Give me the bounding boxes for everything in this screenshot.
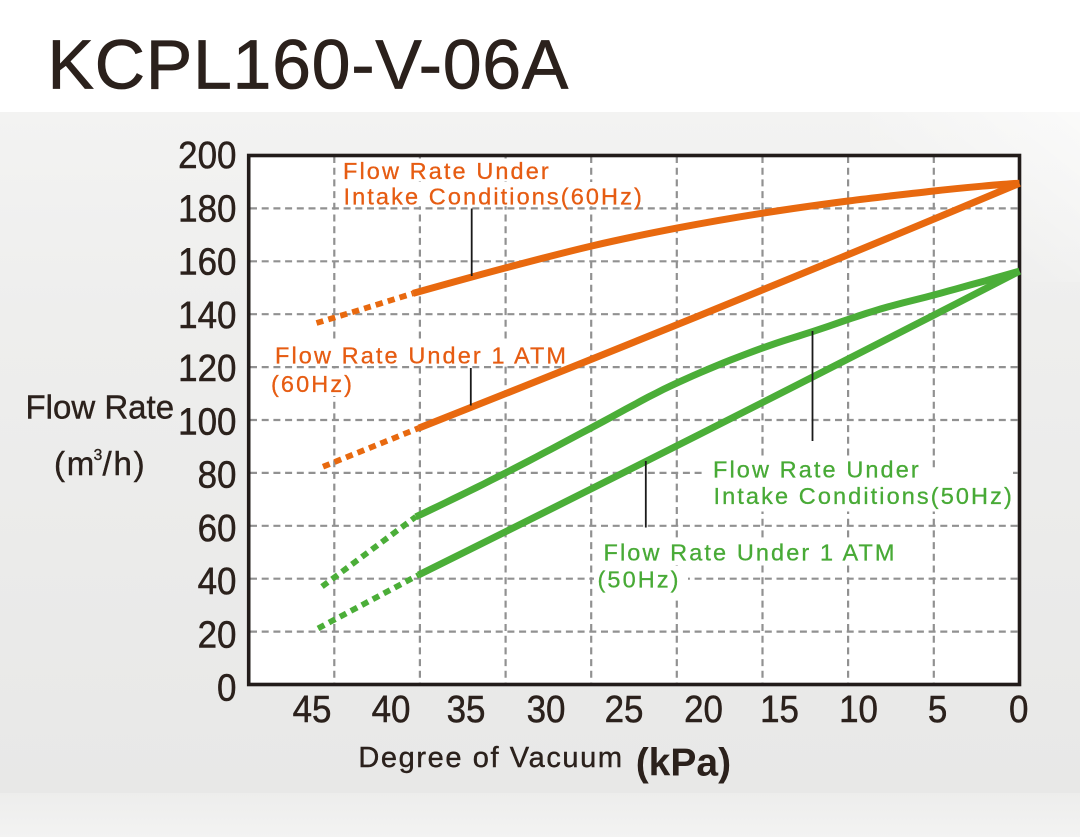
svg-text:0: 0 bbox=[217, 666, 236, 709]
svg-text:Degree of Vacuum: Degree of Vacuum bbox=[358, 742, 623, 774]
svg-text:Intake Conditions(50Hz): Intake Conditions(50Hz) bbox=[714, 483, 1014, 509]
svg-text:180: 180 bbox=[178, 187, 236, 230]
svg-text:20: 20 bbox=[684, 688, 723, 731]
svg-text:(kPa): (kPa) bbox=[636, 741, 731, 784]
svg-text:40: 40 bbox=[198, 560, 237, 603]
svg-text:160: 160 bbox=[178, 240, 236, 283]
svg-text:Flow Rate Under 1 ATM: Flow Rate Under 1 ATM bbox=[275, 342, 568, 368]
svg-text:5: 5 bbox=[928, 688, 947, 731]
svg-text:40: 40 bbox=[372, 688, 411, 731]
svg-text:KCPL160-V-06A: KCPL160-V-06A bbox=[48, 26, 570, 104]
svg-text:0: 0 bbox=[1009, 688, 1028, 731]
svg-text:35: 35 bbox=[447, 688, 486, 731]
svg-text:45: 45 bbox=[293, 688, 332, 731]
svg-text:(50Hz): (50Hz) bbox=[598, 567, 681, 593]
svg-text:100: 100 bbox=[178, 400, 236, 443]
svg-text:Intake Conditions(60Hz): Intake Conditions(60Hz) bbox=[344, 184, 644, 210]
svg-text:15: 15 bbox=[760, 688, 799, 731]
svg-text:Flow Rate Under: Flow Rate Under bbox=[343, 158, 551, 184]
svg-text:Flow Rate Under 1 ATM: Flow Rate Under 1 ATM bbox=[604, 540, 897, 566]
svg-text:140: 140 bbox=[178, 294, 236, 337]
svg-text:200: 200 bbox=[178, 134, 236, 177]
svg-text:60: 60 bbox=[198, 507, 237, 550]
svg-text:Flow Rate: Flow Rate bbox=[26, 388, 175, 425]
svg-text:Flow Rate Under: Flow Rate Under bbox=[713, 457, 921, 483]
svg-text:25: 25 bbox=[605, 688, 644, 731]
svg-text:30: 30 bbox=[527, 688, 566, 731]
svg-text:80: 80 bbox=[198, 453, 237, 496]
svg-text:10: 10 bbox=[839, 688, 878, 731]
svg-text:20: 20 bbox=[198, 613, 237, 656]
svg-text:(60Hz): (60Hz) bbox=[271, 371, 354, 397]
svg-text:120: 120 bbox=[178, 347, 236, 390]
